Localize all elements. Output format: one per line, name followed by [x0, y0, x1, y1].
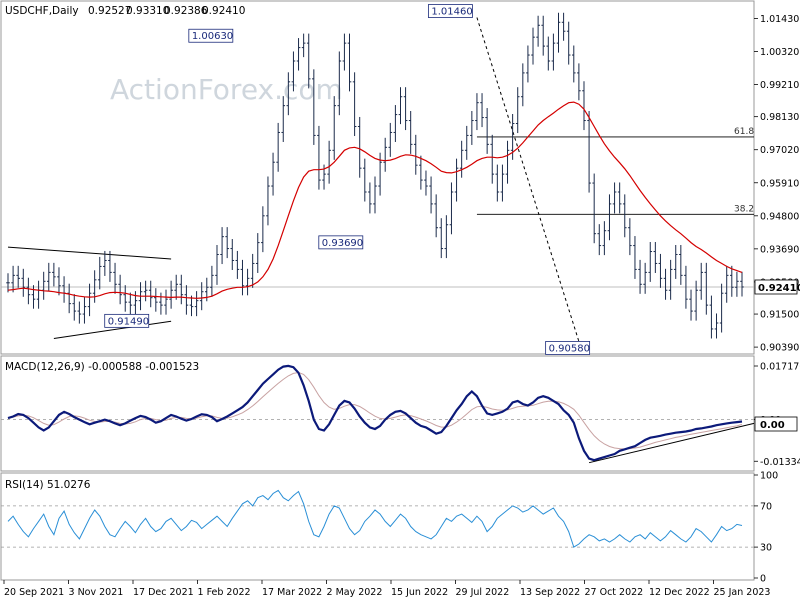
x-tick-label: 13 Sep 2022: [520, 587, 580, 598]
moving-average-line: [7, 101, 743, 299]
price-y-tick-label: 0.98130: [760, 112, 799, 123]
fib-level-label: 61.8: [734, 127, 754, 137]
annotation-label: 1.01460: [431, 7, 472, 18]
price-panel-frame: [0, 0, 755, 355]
annotation-label: 0.91490: [108, 316, 149, 327]
x-tick-label: 17 Dec 2021: [133, 587, 194, 598]
x-axis: 20 Sep 2021 3 Nov 2021 17 Dec 2021 1 Feb 20…: [3, 580, 771, 598]
price-panel: ActionForex.com USDCHF,Daily 0.92527 0.9…: [0, 0, 800, 355]
annotation-box: [318, 235, 364, 250]
x-tick-label: 17 Mar 2022: [262, 587, 322, 598]
rsi-line: [7, 489, 743, 548]
x-tick-label: 1 Feb 2022: [198, 587, 251, 598]
rsi-y-axis: 100 70 30 0: [754, 471, 778, 585]
fib-level-label: 38.2: [734, 204, 754, 214]
rsi-y-tick-label: 70: [760, 501, 772, 512]
trendline: [7, 246, 172, 260]
rsi-label: RSI(14) 51.0276: [5, 479, 91, 491]
macd-line: [7, 364, 743, 462]
annotation-box: [188, 28, 234, 43]
x-tick-label: 12 Dec 2022: [649, 587, 710, 598]
trendline: [53, 320, 172, 339]
price-annotations: 1.00630 1.01460 0.93690 0.91490 0.90580: [104, 4, 591, 355]
macd-label: MACD(12,26,9) -0.000588 -0.001523: [5, 361, 199, 373]
rsi-y-tick-label: 0: [760, 574, 766, 585]
price-y-tick-label: 0.97020: [760, 145, 799, 156]
price-series: [6, 12, 744, 339]
x-tick-label: 2 May 2022: [327, 587, 383, 598]
annotation-box: [104, 313, 150, 328]
price-header-open: 0.92527: [88, 5, 131, 17]
price-y-tick-label: 0.90390: [760, 343, 799, 354]
watermark: ActionForex.com: [110, 73, 343, 106]
macd-trendline: [588, 422, 755, 464]
x-tick-label: 27 Oct 2022: [585, 587, 644, 598]
price-y-tick-label: 0.95910: [760, 178, 799, 189]
x-tick-label: 3 Nov 2021: [69, 587, 124, 598]
annotation-label: 1.00630: [192, 31, 233, 42]
x-tick-label: 20 Sep 2021: [4, 587, 64, 598]
x-tick-label: 15 Jun 2022: [391, 587, 448, 598]
macd-y-tick-label: -0.01334: [760, 457, 800, 468]
price-header-high: 0.93310: [126, 5, 169, 17]
macd-last-value: 0.00: [760, 420, 785, 431]
price-y-tick-label: 1.00320: [760, 47, 799, 58]
rsi-panel-frame: [0, 472, 755, 581]
price-y-tick-label: 1.01430: [760, 14, 799, 25]
annotation-box: [545, 341, 591, 355]
price-header-symbol: USDCHF,Daily: [5, 5, 79, 17]
annotation-label: 0.93690: [322, 238, 363, 249]
rsi-y-tick-label: 30: [760, 543, 772, 554]
last-price-label: 0.92410: [758, 283, 800, 294]
price-y-tick-label: 0.91500: [760, 310, 799, 321]
x-tick-label: 25 Jan 2023: [714, 587, 771, 598]
last-price-box: [754, 279, 798, 295]
price-y-tick-label: 0.94800: [760, 211, 799, 222]
rsi-panel: RSI(14) 51.0276 100 70 30 0: [0, 471, 778, 585]
macd-last-value-box: [754, 416, 798, 432]
macd-panel: MACD(12,26,9) -0.000588 -0.001523 0.0171…: [0, 355, 800, 472]
price-header-low: 0.92386: [164, 5, 208, 17]
annotation-box: [427, 4, 473, 18]
price-overlays: 61.8 38.2: [1, 17, 754, 342]
macd-signal-line: [7, 371, 743, 450]
last-price-tag: 0.92410: [754, 279, 800, 295]
macd-panel-frame: [0, 355, 755, 472]
price-y-tick-label: 0.99210: [760, 80, 799, 91]
projection-line: [476, 17, 580, 342]
price-y-tick-label: 0.93690: [760, 244, 799, 255]
price-header-close: 0.92410: [202, 5, 245, 17]
x-tick-label: 29 Jul 2022: [456, 587, 510, 598]
rsi-y-tick-label: 100: [760, 471, 778, 482]
macd-y-tick-label: 0.017176: [760, 362, 800, 373]
annotation-label: 0.90580: [549, 343, 590, 354]
